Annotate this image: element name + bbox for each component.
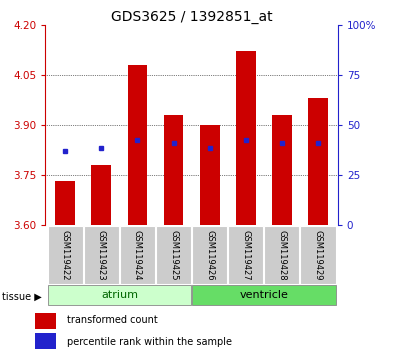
Bar bbox=[47, 285, 191, 305]
Bar bbox=[47, 226, 83, 284]
Text: GSM119429: GSM119429 bbox=[313, 230, 322, 281]
Bar bbox=[300, 226, 336, 284]
Bar bbox=[308, 98, 328, 225]
Text: ventricle: ventricle bbox=[239, 290, 288, 300]
Bar bbox=[120, 226, 155, 284]
Text: GSM119426: GSM119426 bbox=[205, 230, 214, 281]
Bar bbox=[35, 313, 56, 329]
Text: percentile rank within the sample: percentile rank within the sample bbox=[67, 337, 232, 347]
Bar bbox=[55, 182, 75, 225]
Bar bbox=[192, 285, 336, 305]
Text: GSM119427: GSM119427 bbox=[241, 230, 250, 281]
Title: GDS3625 / 1392851_at: GDS3625 / 1392851_at bbox=[111, 10, 273, 24]
Bar bbox=[164, 115, 183, 225]
Text: GSM119422: GSM119422 bbox=[61, 230, 70, 281]
Text: GSM119424: GSM119424 bbox=[133, 230, 142, 281]
Text: GSM119425: GSM119425 bbox=[169, 230, 178, 281]
Bar bbox=[128, 65, 147, 225]
Bar bbox=[228, 226, 263, 284]
Bar bbox=[91, 165, 111, 225]
Bar bbox=[156, 226, 191, 284]
Text: GSM119428: GSM119428 bbox=[277, 230, 286, 281]
Bar bbox=[272, 115, 292, 225]
Bar bbox=[35, 333, 56, 349]
Text: GSM119423: GSM119423 bbox=[97, 230, 106, 281]
Bar bbox=[192, 226, 227, 284]
Text: atrium: atrium bbox=[101, 290, 138, 300]
Text: tissue ▶: tissue ▶ bbox=[2, 291, 42, 301]
Bar bbox=[200, 125, 220, 225]
Bar bbox=[236, 51, 256, 225]
Text: transformed count: transformed count bbox=[67, 315, 158, 325]
Bar bbox=[264, 226, 299, 284]
Bar bbox=[84, 226, 119, 284]
